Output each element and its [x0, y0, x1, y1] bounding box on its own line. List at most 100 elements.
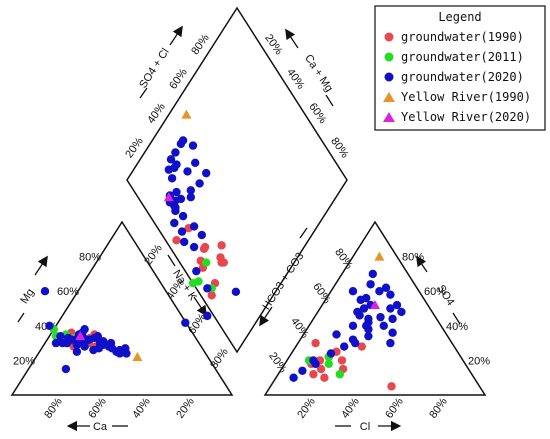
- groundwater-2020-point: [311, 359, 320, 369]
- groundwater-1990-point: [217, 241, 226, 250]
- groundwater-2020-point: [40, 287, 50, 296]
- groundwater-2020-point: [186, 186, 195, 195]
- so4cl-axis-dash: [139, 87, 148, 99]
- groundwater-2020-point: [355, 311, 364, 320]
- legend-marker: [384, 32, 394, 42]
- hco3-tick-label: 60%: [310, 281, 333, 306]
- groundwater-2020-point: [51, 338, 61, 348]
- groundwater-2020-point: [195, 179, 204, 188]
- groundwater-2020-point: [388, 314, 397, 324]
- groundwater-1990-point: [357, 342, 366, 351]
- groundwater-2020-point: [386, 338, 395, 348]
- groundwater-2020-point: [392, 300, 402, 310]
- nak-axis-arrow: [193, 296, 207, 317]
- groundwater-2020-point: [364, 331, 373, 341]
- mg-axis-dash: [17, 312, 25, 323]
- legend-entry-label: groundwater(1990): [401, 30, 524, 44]
- legend-marker: [384, 72, 394, 82]
- groundwater-2020-point: [202, 168, 211, 178]
- legend-box: [374, 5, 546, 131]
- camg-axis-label: Ca + Mg: [302, 53, 335, 95]
- groundwater-2020-point: [381, 283, 391, 292]
- groundwater-2020-point: [177, 227, 187, 236]
- so4-tick-label: 20%: [468, 355, 490, 367]
- groundwater-2011-point: [188, 279, 198, 288]
- groundwater-1990-point: [309, 370, 318, 379]
- groundwater-2020-point: [122, 349, 131, 358]
- groundwater-2020-point: [388, 328, 397, 337]
- groundwater-2020-point: [379, 321, 388, 330]
- mg-tick-label: 80%: [79, 252, 101, 264]
- cl-axis-label: Cl: [360, 421, 370, 433]
- groundwater-2020-point: [289, 373, 298, 382]
- groundwater-2020-point: [171, 203, 180, 212]
- yellow-river-2020-point: [370, 300, 380, 310]
- groundwater-2020-point: [45, 321, 54, 330]
- ca-axis-label: Ca: [93, 421, 108, 433]
- groundwater-2020-point: [366, 280, 375, 289]
- groundwater-2020-point: [189, 222, 199, 231]
- groundwater-1990-point: [337, 356, 347, 365]
- groundwater-1990-point: [172, 236, 181, 245]
- cl-tick-label: 20%: [295, 396, 318, 421]
- legend-marker: [383, 92, 395, 102]
- groundwater-2020-point: [231, 287, 241, 296]
- hco3-tick-label: 80%: [332, 246, 355, 271]
- yellow-river-2020-point: [75, 331, 86, 341]
- legend: Legend groundwater(1990) groundwater(2011…: [374, 5, 546, 131]
- groundwater-2020-point: [107, 344, 117, 353]
- hco3-tick-label: 40%: [288, 316, 311, 341]
- data-points: [40, 109, 406, 391]
- groundwater-2020-point: [178, 136, 188, 145]
- anion-triangle-frame: [263, 220, 487, 396]
- nak-tick-label: 20%: [142, 242, 165, 267]
- groundwater-2020-point: [340, 342, 349, 351]
- groundwater-2020-point: [348, 335, 358, 344]
- groundwater-2020-point: [172, 160, 181, 169]
- mg-axis-arrow: [34, 255, 48, 276]
- legend-entry-label: groundwater(2020): [401, 70, 524, 84]
- groundwater-1990-point: [219, 258, 228, 267]
- cl-tick-label: 60%: [383, 396, 406, 421]
- groundwater-2020-point: [203, 311, 212, 321]
- diamond-frame: [126, 6, 348, 354]
- groundwater-2020-point: [197, 230, 206, 240]
- groundwater-2020-point: [375, 287, 384, 296]
- groundwater-2020-point: [170, 218, 179, 228]
- groundwater-2020-point: [376, 312, 385, 322]
- nak-tick-label: 80%: [208, 346, 231, 371]
- groundwater-2020-point: [93, 331, 103, 341]
- groundwater-1990-point: [387, 382, 396, 391]
- groundwater-2011-point: [335, 370, 344, 379]
- so4-axis-dash: [452, 312, 461, 325]
- groundwater-2020-point: [115, 349, 125, 358]
- hco3-tick-label: 20%: [266, 350, 289, 375]
- groundwater-2020-point: [180, 237, 189, 247]
- groundwater-2020-point: [56, 331, 65, 341]
- groundwater-2020-point: [167, 174, 177, 183]
- groundwater-2020-point: [332, 330, 341, 339]
- groundwater-2020-point: [386, 304, 395, 313]
- groundwater-2020-point: [171, 148, 180, 157]
- groundwater-2020-point: [58, 338, 67, 348]
- groundwater-2020-point: [326, 349, 336, 358]
- groundwater-2020-point: [362, 293, 371, 303]
- groundwater-2011-point: [324, 359, 333, 369]
- groundwater-2020-point: [183, 167, 192, 176]
- groundwater-2020-point: [298, 366, 307, 375]
- cl-tick-label: 80%: [427, 396, 450, 421]
- groundwater-1990-point: [200, 242, 210, 252]
- so4-axis-arrow: [416, 255, 428, 273]
- camg-axis-dash: [325, 94, 334, 107]
- mg-tick-label: 60%: [57, 286, 79, 298]
- groundwater-1990-point: [320, 373, 329, 382]
- ca-tick-label: 60%: [86, 396, 109, 421]
- legend-marker: [383, 112, 395, 122]
- groundwater-2020-point: [99, 337, 108, 346]
- groundwater-2020-point: [67, 335, 76, 344]
- groundwater-2020-point: [348, 321, 358, 330]
- groundwater-2020-point: [61, 364, 71, 374]
- groundwater-2020-point: [368, 269, 377, 279]
- groundwater-1990-point: [311, 338, 320, 348]
